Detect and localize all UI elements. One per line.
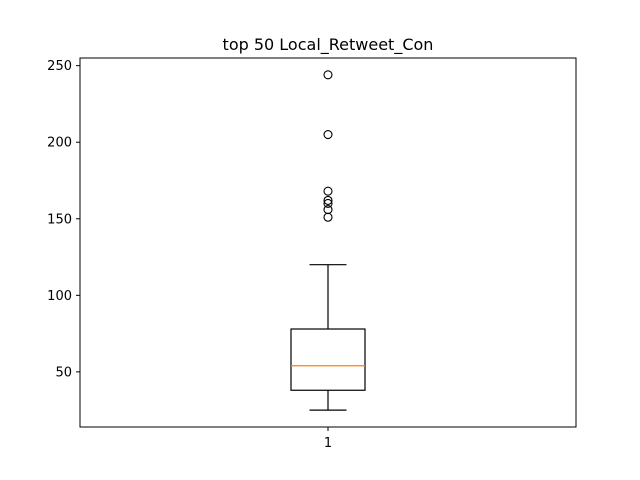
chart-title: top 50 Local_Retweet_Con [223, 35, 434, 55]
y-tick-label: 100 [47, 289, 72, 304]
plot-area [80, 58, 576, 427]
outlier-point [323, 195, 333, 205]
y-tick-label: 50 [55, 365, 72, 380]
y-tick-label: 150 [47, 212, 72, 227]
outlier-point [323, 70, 333, 80]
outlier-point [323, 205, 333, 215]
outlier-point [323, 198, 333, 209]
outlier-point [323, 130, 333, 140]
y-tick-label: 250 [47, 59, 72, 74]
axes: 50 100 150 200 250 1 [47, 57, 577, 451]
outlier-point [323, 186, 333, 196]
x-tick-label: 1 [324, 436, 332, 451]
y-tick-label: 200 [47, 136, 72, 151]
chart-marks [290, 70, 366, 411]
iqr-box [290, 328, 366, 391]
